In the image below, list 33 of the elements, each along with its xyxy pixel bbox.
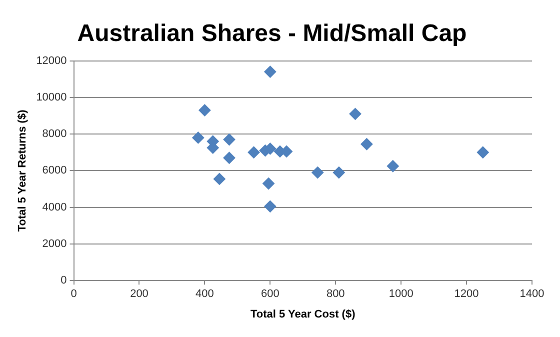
x-tick-label: 800 bbox=[326, 288, 345, 300]
x-tick-label: 1200 bbox=[454, 288, 479, 300]
point bbox=[386, 160, 399, 172]
y-tick-label: 10000 bbox=[36, 91, 67, 104]
x-tick-label: 1000 bbox=[388, 288, 414, 300]
y-tick-label: 0 bbox=[60, 274, 67, 287]
point bbox=[223, 152, 236, 164]
point bbox=[198, 104, 211, 116]
x-tick-label: 1400 bbox=[520, 288, 544, 300]
point bbox=[192, 132, 204, 144]
y-tick-label: 2000 bbox=[42, 238, 67, 250]
point bbox=[223, 134, 236, 146]
x-axis-title: Total 5 Year Cost ($) bbox=[250, 308, 356, 320]
point bbox=[360, 138, 373, 150]
point bbox=[264, 200, 276, 212]
point bbox=[332, 166, 345, 179]
point bbox=[264, 66, 276, 78]
chart-title: Australian Shares - Mid/Small Cap bbox=[77, 20, 467, 48]
y-tick-label: 8000 bbox=[42, 128, 67, 140]
point bbox=[248, 146, 260, 158]
point bbox=[476, 146, 489, 158]
x-tick-label: 200 bbox=[130, 288, 148, 300]
point bbox=[312, 166, 324, 179]
y-tick-label: 12000 bbox=[36, 54, 67, 67]
x-tick-label: 600 bbox=[260, 288, 280, 300]
x-tick-label: 0 bbox=[70, 288, 77, 300]
point bbox=[213, 172, 226, 185]
y-tick-label: 6000 bbox=[42, 164, 67, 177]
point bbox=[349, 108, 362, 120]
x-tick-label: 400 bbox=[196, 288, 214, 300]
y-tick-label: 4000 bbox=[42, 201, 67, 214]
point bbox=[262, 178, 275, 190]
y-axis-title: Total 5 Year Returns ($) bbox=[16, 109, 29, 232]
